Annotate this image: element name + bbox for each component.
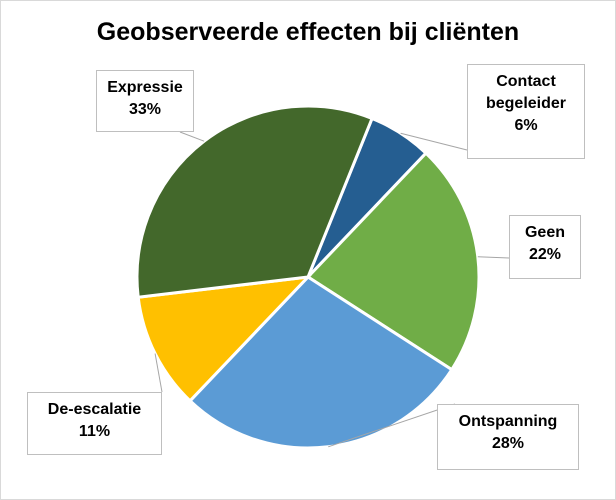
leader-line bbox=[328, 403, 456, 448]
data-label-name: begeleider bbox=[485, 95, 567, 112]
leader-line bbox=[154, 353, 163, 393]
data-label-geen: Geen 22% bbox=[509, 215, 581, 279]
data-label-value: 22% bbox=[528, 246, 562, 263]
data-label-name: Expressie bbox=[107, 79, 183, 96]
data-label-expressie: Expressie 33% bbox=[96, 70, 194, 132]
data-label-name: Ontspanning bbox=[458, 413, 558, 430]
data-label-name: Geen bbox=[524, 224, 565, 241]
data-label-name: De-escalatie bbox=[47, 401, 142, 418]
data-label-value: 33% bbox=[128, 101, 162, 118]
data-label-value: 11% bbox=[78, 423, 111, 440]
data-label-contact-begeleider: Contact begeleider 6% bbox=[467, 64, 585, 159]
data-label-value: 28% bbox=[491, 435, 525, 452]
leader-line bbox=[477, 256, 510, 259]
data-label-ontspanning: Ontspanning 28% bbox=[437, 404, 579, 470]
data-label-value: 6% bbox=[514, 117, 538, 134]
data-label-name: Contact bbox=[496, 73, 556, 90]
pie-slice-geen bbox=[305, 151, 481, 372]
leader-line bbox=[179, 131, 205, 142]
pie-slice-expressie bbox=[135, 104, 375, 299]
pie-slice-de-escalatie bbox=[136, 275, 312, 403]
leader-line bbox=[400, 132, 468, 151]
data-label-de-escalatie: De-escalatie 11% bbox=[27, 392, 162, 455]
chart-title: Geobserveerde effecten bij cliënten bbox=[96, 18, 520, 46]
